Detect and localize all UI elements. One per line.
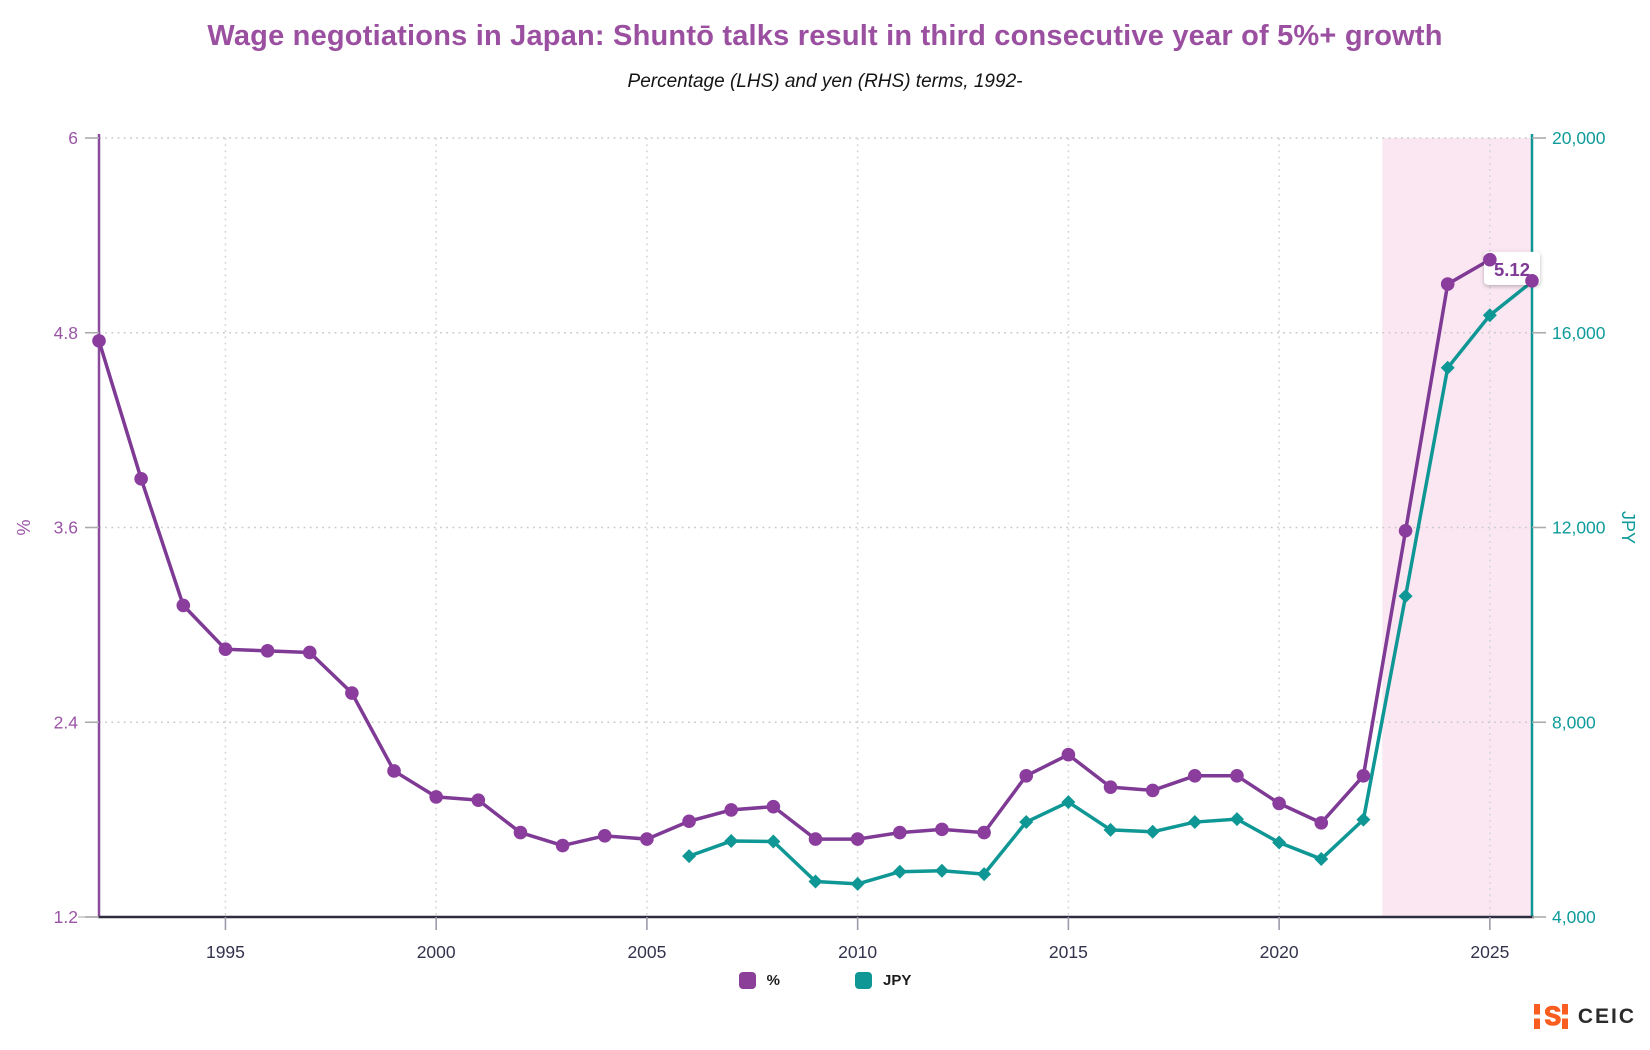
jpy-series-label: JPY <box>882 972 912 989</box>
svg-text:2015: 2015 <box>1049 942 1088 962</box>
svg-text:1995: 1995 <box>206 942 245 962</box>
chart-title: Wage negotiations in Japan: Shuntō talks… <box>207 20 1443 52</box>
gridlines <box>99 137 1532 917</box>
svg-text:6: 6 <box>68 128 78 148</box>
percent-series-label: % <box>766 972 780 989</box>
jpy-series-swatch <box>854 972 872 989</box>
percent-series-line <box>97 257 1533 848</box>
right-axis-title: JPY <box>1618 511 1638 544</box>
isi-logo-mark <box>1533 1004 1568 1029</box>
svg-text:4.8: 4.8 <box>54 323 78 343</box>
svg-text:2000: 2000 <box>417 942 456 962</box>
svg-text:2020: 2020 <box>1260 942 1299 962</box>
svg-text:16,000: 16,000 <box>1552 323 1606 343</box>
svg-text:3.6: 3.6 <box>54 518 78 538</box>
legend-item-percent[interactable]: % <box>738 972 780 989</box>
svg-text:12,000: 12,000 <box>1552 518 1606 538</box>
svg-text:2025: 2025 <box>1470 942 1509 962</box>
chart-subtitle: Percentage (LHS) and yen (RHS) terms, 19… <box>627 71 1023 92</box>
ceic-logo: CEIC <box>1533 1003 1636 1030</box>
svg-text:2005: 2005 <box>627 942 666 962</box>
percent-series-swatch <box>738 972 756 989</box>
svg-text:4,000: 4,000 <box>1552 907 1596 927</box>
jpy-series-markers <box>682 274 1539 891</box>
svg-text:2.4: 2.4 <box>54 712 79 732</box>
tick-labels: 6 4.8 3.6 2.4 1.2 20,000 16,000 12,000 8,000 4,00… <box>14 128 1638 962</box>
svg-text:2010: 2010 <box>838 942 877 962</box>
latest-value-label: 5.12 <box>1484 251 1540 285</box>
svg-text:20,000: 20,000 <box>1552 128 1606 148</box>
ceic-logo-text: CEIC <box>1577 1004 1636 1028</box>
svg-text:8,000: 8,000 <box>1552 712 1596 732</box>
svg-text:1.2: 1.2 <box>54 907 78 927</box>
tick-marks <box>85 137 1546 930</box>
legend: % JPY <box>0 972 1650 989</box>
left-axis-title: % <box>14 519 34 535</box>
axis-lines <box>78 134 1534 919</box>
legend-item-jpy[interactable]: JPY <box>854 972 912 989</box>
svg-text:5.12: 5.12 <box>1494 259 1530 280</box>
percent-series-markers <box>92 252 1539 853</box>
